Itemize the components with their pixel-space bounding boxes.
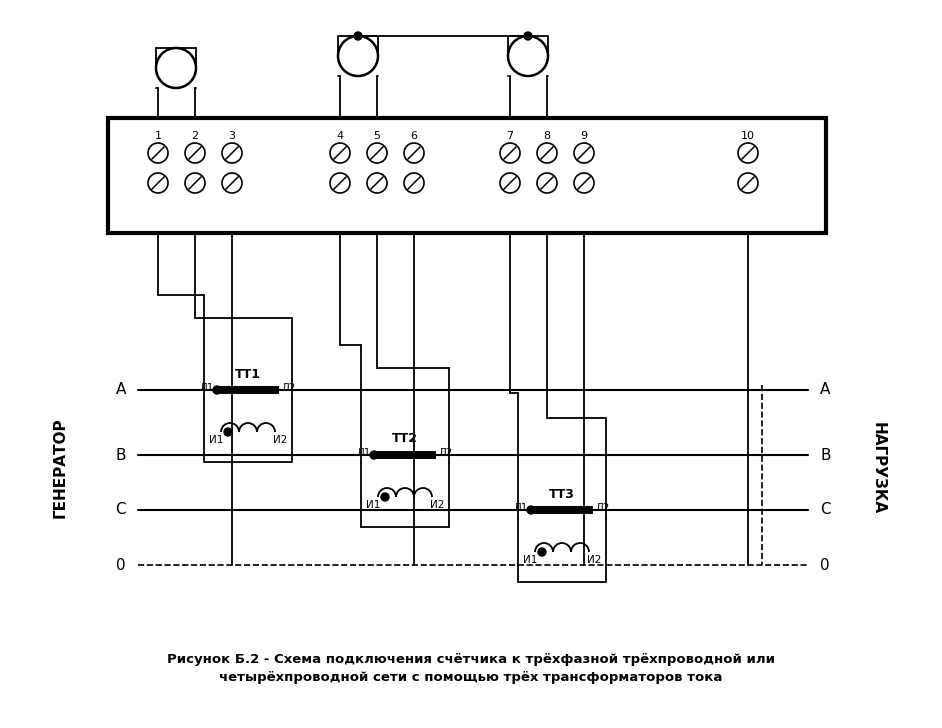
Text: 3: 3 [229, 131, 236, 141]
Bar [159, 64, 193, 72]
Text: четырёхпроводной сети с помощью трёх трансформаторов тока: четырёхпроводной сети с помощью трёх тра… [219, 671, 723, 684]
Text: ТТ2: ТТ2 [392, 432, 418, 446]
Text: Л1: Л1 [513, 503, 528, 513]
Text: ТТ3: ТТ3 [549, 488, 575, 501]
Circle shape [537, 143, 557, 163]
Text: B: B [116, 448, 126, 462]
Bar [511, 52, 545, 60]
Circle shape [500, 143, 520, 163]
Circle shape [222, 143, 242, 163]
Circle shape [367, 173, 387, 193]
Text: ГЕНЕРАТОР: ГЕНЕРАТОР [53, 418, 68, 518]
Text: 0: 0 [820, 558, 830, 572]
Text: 7: 7 [507, 131, 513, 141]
Text: 0: 0 [117, 558, 126, 572]
Text: Л2: Л2 [439, 448, 453, 458]
Text: Л2: Л2 [595, 503, 610, 513]
Text: И2: И2 [273, 435, 287, 445]
Bar [531, 506, 593, 514]
Circle shape [213, 386, 221, 394]
Bar [341, 52, 375, 60]
Circle shape [738, 143, 758, 163]
Text: И1: И1 [365, 500, 381, 510]
Text: 6: 6 [411, 131, 417, 141]
Text: A: A [116, 382, 126, 397]
Circle shape [574, 173, 594, 193]
Circle shape [404, 143, 424, 163]
Circle shape [537, 173, 557, 193]
Circle shape [338, 36, 378, 76]
Circle shape [508, 36, 548, 76]
Text: НАГРУЗКА: НАГРУЗКА [870, 422, 885, 514]
Circle shape [538, 548, 546, 556]
Circle shape [354, 32, 362, 40]
Text: 2: 2 [191, 131, 199, 141]
Circle shape [330, 143, 350, 163]
Text: 8: 8 [544, 131, 550, 141]
Text: И1: И1 [523, 555, 537, 565]
Text: C: C [115, 502, 126, 518]
Text: 1: 1 [154, 131, 161, 141]
Circle shape [330, 173, 350, 193]
Circle shape [222, 173, 242, 193]
Circle shape [381, 493, 389, 501]
Text: ТТ1: ТТ1 [235, 368, 261, 381]
Circle shape [148, 173, 168, 193]
Bar [374, 451, 436, 459]
Bar [217, 386, 279, 394]
Circle shape [370, 451, 378, 459]
Circle shape [738, 173, 758, 193]
Circle shape [224, 428, 232, 436]
Text: 5: 5 [373, 131, 381, 141]
Circle shape [574, 143, 594, 163]
Text: 10: 10 [741, 131, 755, 141]
Circle shape [185, 173, 205, 193]
Text: Рисунок Б.2 - Схема подключения счётчика к трёхфазной трёхпроводной или: Рисунок Б.2 - Схема подключения счётчика… [167, 654, 775, 667]
Circle shape [527, 506, 535, 514]
Circle shape [156, 48, 196, 88]
Text: B: B [820, 448, 831, 462]
Circle shape [500, 173, 520, 193]
Text: A: A [820, 382, 831, 397]
Text: Л1: Л1 [357, 448, 371, 458]
Text: C: C [820, 502, 831, 518]
Text: И1: И1 [209, 435, 223, 445]
Bar [108, 118, 826, 233]
Text: Л1: Л1 [200, 383, 214, 393]
Circle shape [524, 32, 532, 40]
Circle shape [404, 173, 424, 193]
Text: 9: 9 [580, 131, 588, 141]
Circle shape [148, 143, 168, 163]
Circle shape [367, 143, 387, 163]
Circle shape [185, 143, 205, 163]
Text: И2: И2 [430, 500, 445, 510]
Text: Л2: Л2 [282, 383, 296, 393]
Text: И2: И2 [587, 555, 601, 565]
Text: 4: 4 [336, 131, 344, 141]
